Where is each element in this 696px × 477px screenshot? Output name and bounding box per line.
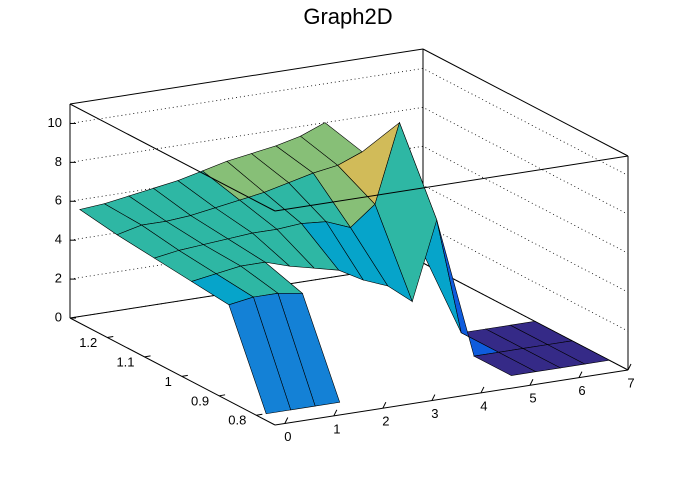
x-tick-label: 7 <box>627 375 634 390</box>
z-tick-label: 10 <box>48 115 62 130</box>
y-tick <box>107 335 114 338</box>
y-tick-label: 1.1 <box>116 354 134 369</box>
frame-edge <box>69 103 276 212</box>
y-tick-label: 0.9 <box>191 393 209 408</box>
x-tick-label: 0 <box>284 429 291 444</box>
x-tick-label: 2 <box>382 414 389 429</box>
x-tick-label: 4 <box>480 398 487 413</box>
z-tick-label: 8 <box>55 154 62 169</box>
y-axis <box>69 317 276 426</box>
x-tick <box>333 409 338 417</box>
z-tick-label: 6 <box>55 193 62 208</box>
x-tick-label: 3 <box>431 406 438 421</box>
y-tick <box>181 374 188 377</box>
frame-edge <box>422 48 629 157</box>
x-tick <box>529 379 534 386</box>
y-tick-label: 1.2 <box>79 335 97 350</box>
x-tick <box>627 363 632 371</box>
y-tick <box>144 355 151 358</box>
surface-cell <box>228 296 292 415</box>
z-tick-label: 0 <box>55 309 62 324</box>
x-tick <box>578 371 583 378</box>
z-tick-label: 4 <box>55 232 62 247</box>
x-tick-label: 6 <box>578 383 585 398</box>
y-tick-label: 1 <box>165 374 172 389</box>
y-tick-label: 0.8 <box>228 413 246 428</box>
x-tick <box>480 386 485 394</box>
y-tick <box>256 413 263 416</box>
x-tick <box>284 417 289 424</box>
frame-edge <box>69 48 424 105</box>
x-tick-label: 1 <box>333 421 340 436</box>
x-tick <box>382 401 387 409</box>
y-tick <box>219 394 226 397</box>
chart-title: Graph2D <box>303 4 392 29</box>
x-tick <box>431 394 436 401</box>
z-tick-label: 2 <box>55 271 62 286</box>
surface-cell <box>473 351 537 376</box>
frame-edge <box>274 155 629 212</box>
x-tick-label: 5 <box>529 391 536 406</box>
